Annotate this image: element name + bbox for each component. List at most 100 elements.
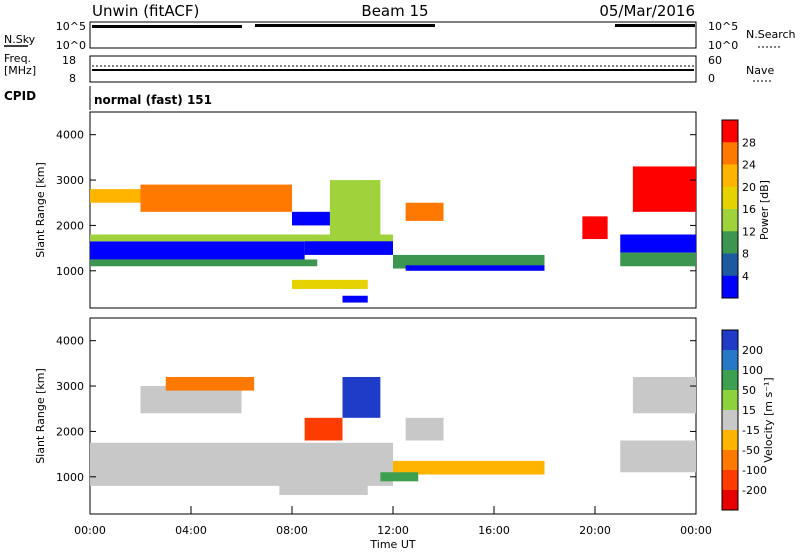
- nave-label: Nave: [746, 64, 774, 77]
- velocity-colorbar: 200 100 50 15 -15 -50 -100 -200 Velocity [m s⁻¹…: [721, 329, 775, 511]
- power-colorbar-tick: 12: [742, 225, 756, 238]
- velocity-colorbar-cell: [722, 370, 738, 391]
- power-colorbar-tick: 16: [742, 203, 756, 216]
- velocity-colorbar-cell: [722, 490, 738, 511]
- power-region-8: [140, 184, 292, 212]
- power-heatmap: 1000 2000 3000 4000 Slant Range [km]: [34, 111, 697, 309]
- power-region-11: [329, 180, 381, 235]
- power-ytick-label: 2000: [56, 219, 84, 232]
- nsky-tick-high: 10^5: [56, 20, 86, 33]
- velocity-ytick-label: 2000: [56, 425, 84, 438]
- velocity-heatmap: 1000 2000 3000 4000 Slant Range [km] 00:00 0…: [34, 317, 712, 551]
- beam-title: Beam 15: [361, 2, 428, 20]
- power-region-14: [582, 216, 608, 240]
- power-region-6: [620, 234, 696, 253]
- nsearch-label: N.Search: [746, 28, 796, 41]
- power-region-2: [90, 259, 318, 267]
- power-region-0: [90, 241, 305, 260]
- power-colorbar-tick: 24: [742, 159, 756, 172]
- power-ytick-label: 4000: [56, 129, 84, 142]
- power-region-9: [90, 189, 141, 203]
- velocity-region-10: [279, 481, 368, 495]
- power-region-13: [632, 166, 696, 212]
- velocity-colorbar-tick: -15: [742, 424, 760, 437]
- power-region-4: [393, 254, 545, 269]
- power-colorbar-cell: [722, 275, 738, 299]
- power-colorbar-cell: [722, 120, 738, 143]
- freq-tick-high: 18: [62, 54, 76, 67]
- velocity-region-7: [165, 376, 255, 391]
- power-colorbar-cell: [722, 231, 738, 254]
- velocity-region-2: [620, 440, 696, 473]
- nave-tick-low: 0: [708, 72, 715, 85]
- freq-label-1: Freq.: [4, 52, 31, 65]
- velocity-region-3: [342, 376, 381, 418]
- xtick-label: 04:00: [175, 524, 207, 537]
- xtick-label: 20:00: [579, 524, 611, 537]
- power-ytick-label: 3000: [56, 174, 84, 187]
- power-colorbar-tick: 8: [742, 248, 749, 261]
- xtick-label: 16:00: [478, 524, 510, 537]
- velocity-colorbar-tick: -200: [742, 484, 767, 497]
- velocity-region-9: [632, 376, 696, 414]
- xtick-label: 12:00: [377, 524, 409, 537]
- nave-tick-high: 60: [708, 54, 722, 67]
- xtick-label: 08:00: [276, 524, 308, 537]
- power-colorbar-tick: 28: [742, 136, 756, 149]
- freq-label-2: [MHz]: [4, 64, 36, 77]
- x-axis-label: Time UT: [369, 538, 415, 551]
- power-region-5: [405, 265, 545, 271]
- power-colorbar-cell: [722, 164, 738, 188]
- velocity-colorbar-tick: 100: [742, 364, 763, 377]
- velocity-colorbar-tick: -100: [742, 464, 767, 477]
- velocity-colorbar-cell: [722, 330, 738, 351]
- freq-tick-low: 8: [69, 72, 76, 85]
- velocity-colorbar-cell: [722, 430, 738, 451]
- velocity-region-1: [393, 460, 545, 475]
- power-colorbar: 28 24 20 16 12 8 4 Power [dB]: [721, 119, 771, 299]
- power-colorbar-cell: [722, 209, 738, 232]
- velocity-region-4: [304, 417, 343, 441]
- nsky-label: N.Sky: [4, 33, 36, 46]
- cpid-value: normal (fast) 151: [94, 93, 212, 107]
- velocity-region-5: [380, 472, 419, 482]
- velocity-colorbar-cell: [722, 410, 738, 431]
- velocity-colorbar-cell: [722, 450, 738, 471]
- nsky-panel: N.Sky 10^5 10^0 10^5 10^0 N.Search: [4, 20, 796, 52]
- velocity-region-8: [405, 417, 444, 441]
- power-colorbar-tick: 4: [742, 270, 749, 283]
- freq-panel: Freq. [MHz] 18 8 60 0 Nave: [4, 52, 774, 85]
- velocity-ytick-label: 1000: [56, 471, 84, 484]
- velocity-colorbar-tick: 50: [742, 384, 756, 397]
- velocity-colorbar-label: Velocity [m s⁻¹]: [762, 377, 775, 462]
- power-region-3: [90, 234, 393, 242]
- velocity-ylabel: Slant Range [km]: [34, 368, 47, 464]
- power-region-15: [342, 295, 368, 303]
- velocity-colorbar-cell: [722, 390, 738, 411]
- velocity-ytick-label: 3000: [56, 380, 84, 393]
- nsearch-tick-high: 10^5: [708, 20, 738, 33]
- velocity-colorbar-cell: [722, 350, 738, 371]
- power-region-16: [292, 279, 368, 289]
- nsearch-tick-low: 10^0: [708, 39, 738, 52]
- radar-title: Unwin (fitACF): [92, 2, 199, 20]
- velocity-ytick-label: 4000: [56, 335, 84, 348]
- power-region-12: [405, 202, 444, 221]
- cpid-label: CPID: [4, 89, 36, 103]
- velocity-colorbar-tick: -50: [742, 444, 760, 457]
- power-ylabel: Slant Range [km]: [34, 162, 47, 258]
- xtick-label: 00:00: [74, 524, 106, 537]
- power-colorbar-cell: [722, 142, 738, 165]
- power-region-7: [620, 252, 696, 267]
- velocity-region-0: [90, 442, 393, 486]
- power-colorbar-cell: [722, 253, 738, 277]
- power-colorbar-cell: [722, 186, 738, 210]
- nsky-tick-low: 10^0: [56, 39, 86, 52]
- xtick-label: 00:00: [680, 524, 712, 537]
- velocity-colorbar-tick: 15: [742, 404, 756, 417]
- velocity-colorbar-cell: [722, 470, 738, 491]
- power-ytick-label: 1000: [56, 265, 84, 278]
- velocity-colorbar-tick: 200: [742, 344, 763, 357]
- power-colorbar-label: Power [dB]: [758, 180, 771, 240]
